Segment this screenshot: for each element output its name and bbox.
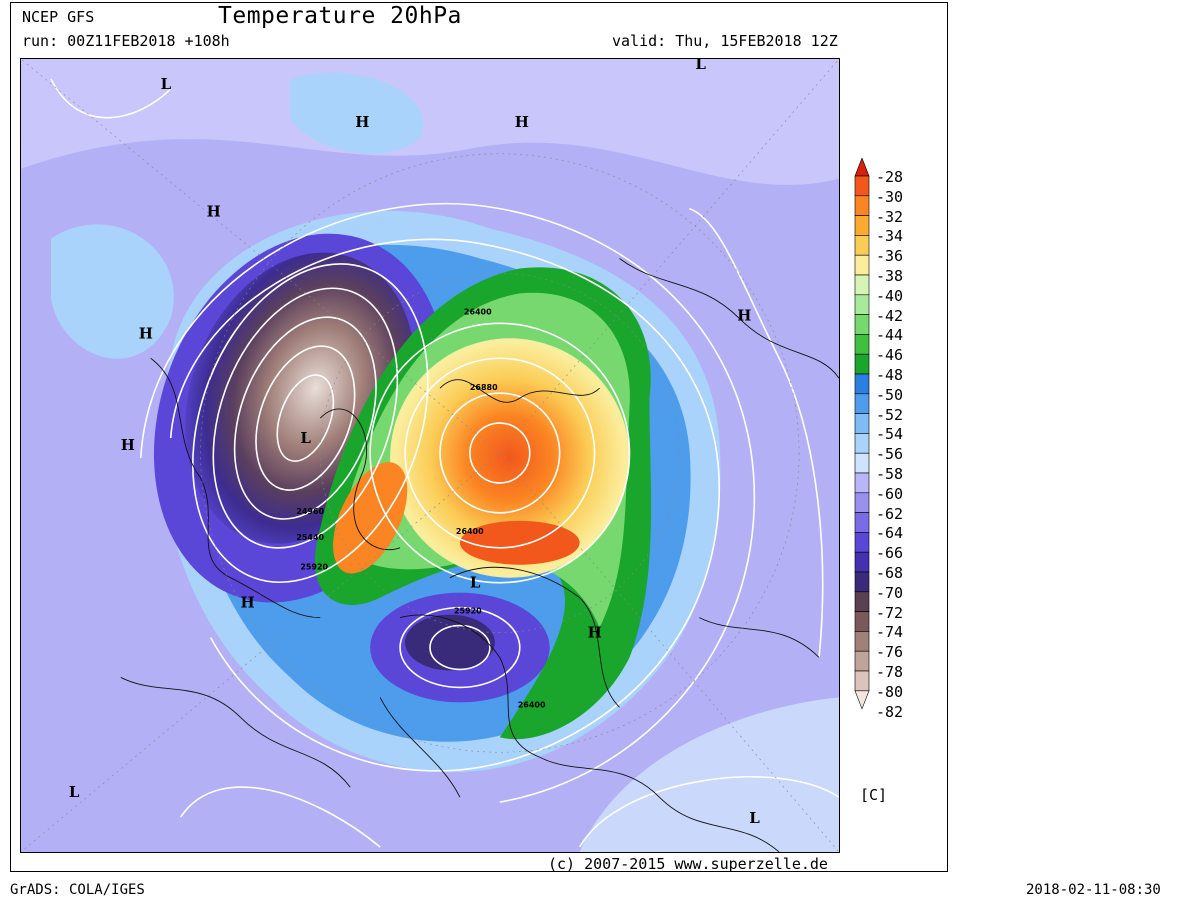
- field-blue-patch-nw: [290, 72, 423, 154]
- colorbar-level-label: -36: [876, 247, 904, 266]
- center-label: L: [749, 809, 760, 827]
- colorbar-level-label: -82: [876, 702, 904, 721]
- colorbar-level-label: -68: [876, 564, 904, 582]
- colorbar-level-label: -28: [876, 168, 904, 186]
- colorbar-level-label: -40: [876, 286, 904, 305]
- colorbar-level-label: -56: [876, 445, 904, 464]
- coastlines: [120, 258, 839, 852]
- contour-label: 24960: [296, 507, 324, 516]
- colorbar-bottom-arrow: [854, 690, 870, 710]
- colorbar-swatch: [854, 631, 870, 652]
- contour-label: 26400: [464, 307, 492, 316]
- contour-label: 25920: [300, 563, 328, 572]
- center-label: H: [588, 624, 602, 642]
- colorbar-top-arrow: [854, 158, 870, 177]
- colorbar-swatch: [854, 551, 870, 573]
- colorbar-swatch: [854, 650, 870, 672]
- colorbar-level-label: -42: [876, 306, 904, 325]
- center-label: L: [161, 75, 172, 93]
- colorbar-level-label: -66: [876, 544, 904, 563]
- colorbar: [854, 158, 870, 710]
- colorbar-swatch: [854, 532, 870, 553]
- colorbar-swatch: [854, 294, 870, 315]
- colorbar-swatch: [854, 353, 870, 375]
- colorbar-swatch: [854, 571, 870, 593]
- center-label: H: [207, 203, 221, 221]
- colorbar-level-label: -60: [876, 484, 904, 503]
- warm-streak: [459, 520, 580, 565]
- geopotential-contours: [50, 78, 839, 848]
- colorbar-level-label: -74: [876, 623, 904, 642]
- center-label: H: [240, 594, 254, 612]
- colorbar-level-label: -44: [876, 326, 904, 345]
- center-label: H: [737, 306, 751, 324]
- colorbar-swatch: [854, 512, 870, 533]
- colorbar-swatch: [854, 472, 870, 494]
- unit-label: [C]: [860, 786, 888, 804]
- copyright: (c) 2007-2015 www.superzelle.de: [548, 855, 828, 873]
- software-credit: GrADS: COLA/IGES: [10, 882, 145, 898]
- colorbar-swatch: [854, 175, 870, 197]
- colorbar-level-label: -78: [876, 663, 904, 681]
- colorbar-swatch: [854, 670, 870, 692]
- field-light-band-se: [579, 697, 839, 852]
- colorbar-swatch: [854, 334, 870, 355]
- colorbar-level-label: -52: [876, 405, 904, 424]
- valid-label: valid: Thu, 15FEB2018 12Z: [612, 32, 838, 50]
- center-label: L: [300, 429, 311, 447]
- center-label: L: [69, 783, 80, 801]
- colorbar-level-label: -76: [876, 643, 904, 662]
- colorbar-level-label: -48: [876, 366, 904, 384]
- colorbar-level-label: -30: [876, 187, 904, 206]
- center-label: H: [515, 113, 529, 131]
- colorbar-level-label: -70: [876, 583, 904, 602]
- center-label: L: [470, 574, 481, 592]
- contour-label: 25440: [296, 533, 324, 542]
- colorbar-level-label: -38: [876, 267, 904, 285]
- run-label: run: 00Z11FEB2018 +108h: [22, 32, 230, 50]
- colorbar-level-label: -54: [876, 425, 904, 444]
- colorbar-level-label: -80: [876, 682, 904, 701]
- center-label: H: [355, 113, 369, 131]
- colorbar-level-label: -58: [876, 465, 904, 483]
- colorbar-swatch: [854, 373, 870, 395]
- colorbar-swatch: [854, 235, 870, 256]
- colorbar-swatch: [854, 195, 870, 216]
- contour-label: 26400: [456, 527, 484, 536]
- colorbar-level-label: -64: [876, 524, 904, 543]
- colorbar-swatch: [854, 452, 870, 474]
- colorbar-level-label: -72: [876, 603, 904, 622]
- field-blue-patch-w: [50, 224, 174, 359]
- colorbar-level-label: -62: [876, 504, 904, 523]
- colorbar-swatch: [854, 254, 870, 276]
- graticule: [21, 59, 839, 852]
- colorbar-swatch: [854, 591, 870, 612]
- contour-label: 26400: [518, 700, 546, 709]
- colorbar-level-label: -46: [876, 346, 904, 365]
- colorbar-swatch: [854, 393, 870, 414]
- colorbar-swatch: [854, 413, 870, 434]
- colorbar-swatch: [854, 314, 870, 335]
- cold-patch-europe-core: [405, 614, 495, 671]
- colorbar-swatch: [854, 433, 870, 454]
- field-light-band: [21, 59, 839, 185]
- colorbar-swatch: [854, 215, 870, 236]
- colorbar-swatch: [854, 611, 870, 632]
- contour-label: 26880: [470, 383, 498, 392]
- center-label: H: [139, 324, 153, 342]
- model-label: NCEP GFS: [22, 8, 95, 26]
- render-timestamp: 2018-02-11-08:30: [1026, 882, 1161, 898]
- colorbar-swatch: [854, 492, 870, 513]
- center-label: L: [695, 58, 706, 73]
- colorbar-level-label: -32: [876, 207, 904, 226]
- colorbar-level-label: -34: [876, 227, 904, 246]
- colorbar-level-label: -50: [876, 385, 904, 404]
- colorbar-swatch: [854, 274, 870, 296]
- temperature-map: L H H H H H L H H L H L L L 26400 26880 …: [20, 58, 840, 853]
- map-title: Temperature 20hPa: [218, 3, 462, 29]
- center-label: H: [121, 436, 135, 454]
- contour-label: 25920: [454, 607, 482, 616]
